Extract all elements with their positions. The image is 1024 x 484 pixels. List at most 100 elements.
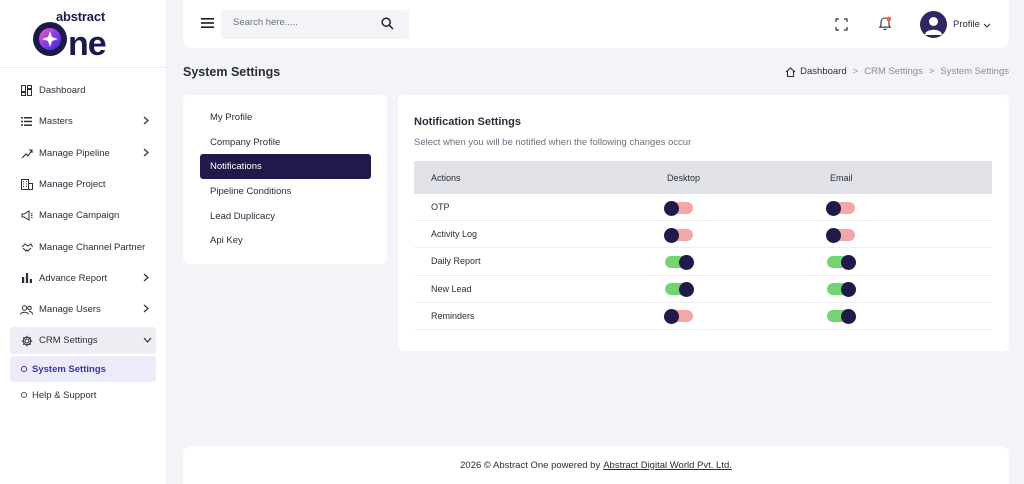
desktop-toggle[interactable] [664, 200, 693, 216]
chevron-down-icon [143, 335, 152, 346]
notification-bell-icon[interactable] [878, 16, 892, 36]
desktop-toggle[interactable] [665, 254, 694, 270]
table-body: OTP Activity Log Daily Report New Lead R [414, 194, 992, 330]
toggle-knob [664, 200, 679, 216]
table-row: New Lead [414, 276, 992, 303]
sidebar-item-manage-pipeline[interactable]: Manage Pipeline [0, 138, 166, 169]
table-header: Actions Desktop Email [414, 161, 992, 194]
sidebar-item-crm-settings[interactable]: CRM Settings [10, 327, 156, 355]
email-toggle[interactable] [826, 227, 855, 243]
email-toggle[interactable] [826, 200, 855, 216]
row-action-label: OTP [431, 202, 450, 213]
bar-chart-icon [20, 272, 33, 285]
brand-logo[interactable]: abstract ne [0, 0, 166, 68]
toggle-knob [826, 200, 841, 216]
chevron-right-icon [143, 148, 149, 160]
breadcrumb-crm-settings[interactable]: CRM Settings [864, 66, 923, 77]
footer-company-link[interactable]: Abstract Digital World Pvt. Ltd. [603, 459, 732, 471]
list-icon [20, 115, 33, 128]
sidebar-item-label: Manage Channel Partner [39, 241, 146, 253]
notification-settings-subtitle: Select when you will be notified when th… [414, 137, 692, 148]
svg-text:ne: ne [68, 25, 106, 60]
sidebar-item-label: Masters [39, 116, 73, 128]
home-icon[interactable] [785, 66, 796, 77]
sidebar-subitem-label: System Settings [32, 363, 106, 375]
search-box [221, 10, 409, 39]
page-title: System Settings [183, 65, 281, 79]
footer: 2026 © Abstract One powered by Abstract … [183, 446, 1009, 484]
notification-table: Actions Desktop Email OTP Activity Log D… [414, 161, 992, 330]
settings-menu-my-profile[interactable]: My Profile [210, 111, 253, 123]
toggle-knob [841, 309, 856, 325]
email-toggle[interactable] [827, 282, 856, 298]
sidebar-subitem-help-support[interactable]: Help & Support [0, 382, 166, 408]
sidebar-nav: Dashboard Masters Manage Pipeline Manage… [0, 68, 166, 408]
settings-menu-api-key[interactable]: Api Key [210, 235, 243, 247]
table-row: Activity Log [414, 221, 992, 249]
sidebar-item-label: Manage Users [39, 304, 101, 316]
avatar [920, 10, 947, 38]
toggle-knob [679, 254, 694, 270]
breadcrumb-current: System Settings [940, 66, 1009, 77]
chevron-right-icon [143, 116, 149, 128]
sidebar-item-label: Manage Campaign [39, 210, 120, 222]
breadcrumb-separator: > [928, 66, 935, 77]
megaphone-icon [20, 209, 33, 222]
building-icon [20, 178, 33, 191]
sidebar: abstract ne Dashboard [0, 0, 167, 484]
sidebar-item-label: Manage Pipeline [39, 147, 110, 159]
email-toggle[interactable] [827, 254, 856, 270]
table-row: Reminders [414, 303, 992, 330]
row-action-label: Reminders [431, 310, 475, 321]
search-input[interactable] [233, 17, 373, 28]
settings-menu-company-profile[interactable]: Company Profile [210, 136, 281, 148]
sidebar-item-advance-report[interactable]: Advance Report [0, 263, 166, 294]
sidebar-subitem-system-settings[interactable]: System Settings [10, 356, 156, 383]
search-icon[interactable] [381, 17, 394, 35]
bullet-icon [21, 392, 27, 399]
sidebar-item-manage-campaign[interactable]: Manage Campaign [0, 200, 166, 231]
sidebar-subitem-label: Help & Support [32, 389, 97, 401]
settings-menu-lead-duplicacy[interactable]: Lead Duplicacy [210, 210, 275, 222]
row-action-label: New Lead [431, 283, 472, 294]
sidebar-item-label: CRM Settings [39, 335, 98, 347]
breadcrumb-separator: > [852, 66, 859, 77]
fullscreen-icon[interactable] [835, 18, 848, 36]
email-toggle[interactable] [827, 309, 856, 325]
sidebar-item-manage-channel-partner[interactable]: Manage Channel Partner [0, 231, 166, 262]
row-action-label: Daily Report [431, 256, 481, 267]
desktop-toggle[interactable] [664, 227, 693, 243]
brand-logo-small-text: abstract [56, 9, 105, 24]
column-header-email: Email [830, 172, 853, 183]
column-header-desktop: Desktop [667, 172, 701, 183]
brand-logo-mark: ne [33, 22, 107, 60]
bullet-icon [21, 366, 27, 373]
handshake-icon [20, 241, 33, 254]
toggle-knob [664, 227, 679, 243]
table-row: OTP [414, 194, 992, 222]
settings-menu-notifications[interactable]: Notifications [200, 154, 371, 180]
toggle-knob [841, 282, 856, 298]
desktop-toggle[interactable] [664, 309, 693, 325]
sidebar-item-manage-users[interactable]: Manage Users [0, 294, 166, 325]
sidebar-item-label: Dashboard [39, 85, 86, 97]
profile-menu[interactable]: Profile [920, 10, 991, 38]
desktop-toggle[interactable] [665, 282, 694, 298]
table-row: Daily Report [414, 248, 992, 276]
sidebar-item-manage-project[interactable]: Manage Project [0, 169, 166, 200]
settings-menu: My Profile Company Profile Notifications… [183, 95, 387, 264]
column-header-actions: Actions [431, 172, 461, 183]
users-icon [20, 303, 33, 316]
toggle-knob [679, 282, 694, 298]
gear-icon [20, 334, 33, 347]
notification-settings-title: Notification Settings [414, 116, 521, 128]
toggle-knob [841, 254, 856, 270]
chevron-right-icon [143, 304, 149, 316]
sidebar-item-masters[interactable]: Masters [0, 106, 166, 137]
sidebar-item-label: Advance Report [39, 272, 108, 284]
settings-menu-pipeline-conditions[interactable]: Pipeline Conditions [210, 185, 292, 197]
toggle-knob [826, 227, 841, 243]
hamburger-menu-icon[interactable] [201, 16, 215, 28]
sidebar-item-dashboard[interactable]: Dashboard [0, 75, 166, 106]
breadcrumb-dashboard[interactable]: Dashboard [800, 66, 847, 77]
